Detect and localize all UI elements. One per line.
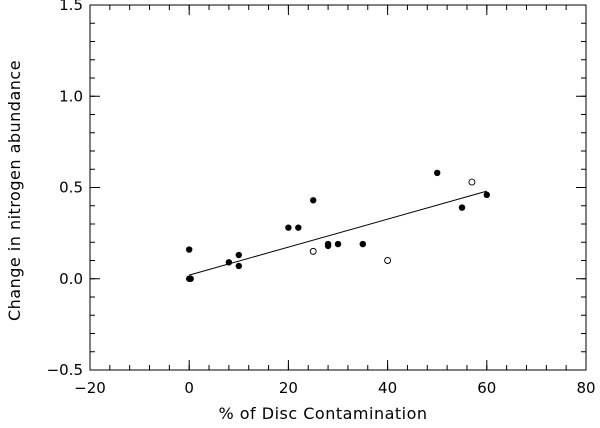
- major-ticks: [89, 4, 587, 371]
- x-tick-label: 0: [184, 379, 194, 397]
- filled-point: [295, 224, 302, 231]
- filled-point: [458, 204, 466, 211]
- y-axis-title: Change in nitrogen abundance: [5, 60, 24, 321]
- y-tick-labels: −0.5 0.0 0.5 1.0 1.5: [47, 0, 83, 379]
- y-tick-label: 0.5: [59, 179, 83, 197]
- x-axis-title: % of Disc Contamination: [218, 404, 427, 423]
- minor-ticks: [89, 4, 587, 371]
- x-tick-labels: −20 0 20 40 60 80: [74, 379, 595, 397]
- filled-point: [186, 246, 193, 253]
- y-tick-label: 1.5: [59, 0, 83, 14]
- filled-point: [324, 240, 332, 248]
- filled-point: [187, 275, 194, 282]
- filled-point: [225, 259, 233, 266]
- filled-point: [359, 240, 366, 248]
- filled-point: [334, 240, 342, 248]
- x-tick-label: 80: [576, 379, 595, 397]
- data-points: [186, 169, 490, 282]
- x-tick-label: 40: [378, 379, 397, 397]
- filled-point: [434, 169, 441, 177]
- open-point: [309, 247, 317, 255]
- plot-frame: [89, 4, 587, 371]
- x-tick-label: 60: [477, 379, 496, 397]
- filled-point: [235, 251, 242, 259]
- y-tick-label: 0.0: [59, 270, 83, 288]
- y-tick-label: −0.5: [47, 361, 83, 379]
- open-point: [468, 178, 476, 186]
- x-tick-label: 20: [279, 379, 298, 397]
- filled-point: [310, 197, 317, 204]
- y-tick-label: 1.0: [59, 87, 83, 105]
- fit-line: [189, 190, 487, 276]
- open-point: [384, 257, 392, 264]
- filled-point: [483, 191, 490, 198]
- x-tick-label: −20: [74, 379, 106, 397]
- filled-point: [235, 262, 242, 270]
- filled-point: [285, 224, 292, 231]
